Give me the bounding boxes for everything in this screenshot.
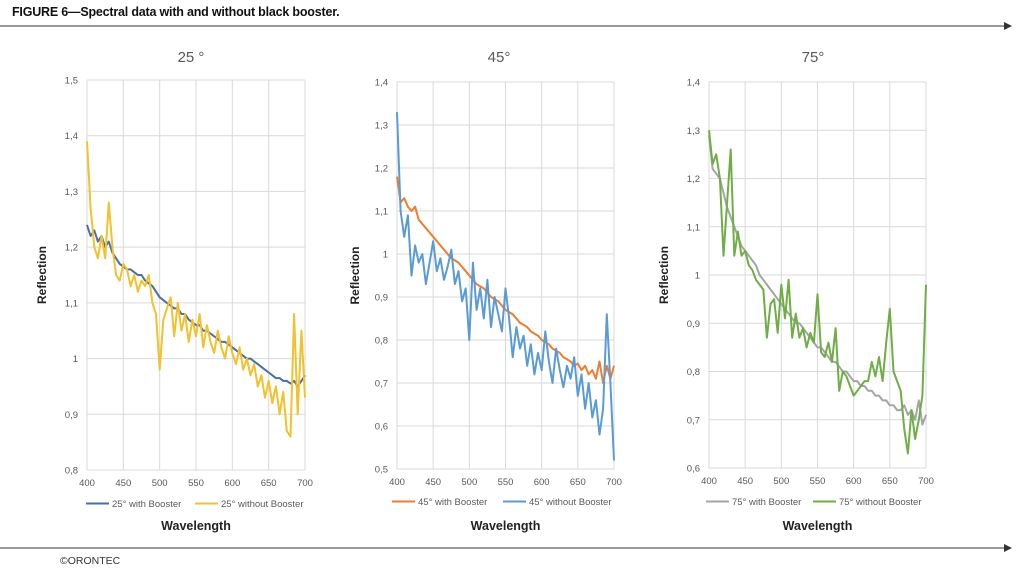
y-tick-label: 1,3 [687, 126, 700, 137]
x-tick-label: 400 [79, 478, 95, 489]
chart-title: 45° [488, 49, 511, 66]
legend-label-2: 75° without Booster [839, 497, 922, 508]
legend-label-1: 75° with Booster [732, 497, 801, 508]
series-line-1 [396, 176, 615, 384]
chart-3: 400 450 500 550 600 650 700 0,6 0,7 0,8 0,9 1 1,1 1,2… [657, 49, 934, 533]
y-tick-label: 1,2 [65, 243, 78, 254]
x-tick-label: 400 [701, 476, 717, 487]
x-tick-label: 550 [810, 476, 826, 487]
legend-label-2: 25° without Booster [221, 499, 304, 510]
y-tick-label: 1 [383, 250, 388, 261]
x-tick-label: 400 [389, 477, 405, 488]
x-tick-label: 650 [261, 478, 277, 489]
x-tick-label: 500 [773, 476, 789, 487]
y-tick-label: 0,6 [375, 422, 388, 433]
y-axis-label: Reflection [348, 246, 362, 304]
y-tick-label: 0,6 [687, 464, 700, 475]
figure-title: FIGURE 6—Spectral data with and without … [12, 5, 340, 19]
y-tick-label: 0,9 [65, 410, 78, 421]
y-tick-label: 1,4 [65, 131, 78, 142]
x-axis-label: Wavelength [161, 519, 231, 533]
x-tick-label: 450 [425, 477, 441, 488]
x-tick-label: 650 [570, 477, 586, 488]
copyright-text: ©ORONTEC [60, 555, 121, 567]
legend-label-2: 45° without Booster [529, 497, 612, 508]
y-tick-label: 1 [695, 271, 700, 282]
x-tick-label: 450 [115, 478, 131, 489]
bottom-arrow-rule [0, 544, 1012, 552]
chart-2: 400 450 500 550 600 650 700 0,5 0,6 0,7 0,8 0,9 1 1,1… [348, 49, 622, 533]
x-axis-label: Wavelength [783, 519, 853, 533]
series-line-2 [86, 141, 306, 438]
y-tick-label: 1,3 [65, 187, 78, 198]
y-tick-label: 0,8 [65, 466, 78, 477]
x-tick-label: 450 [737, 476, 753, 487]
y-tick-label: 1,1 [375, 207, 388, 218]
y-tick-label: 0,7 [687, 415, 700, 426]
series-line-2 [396, 112, 615, 461]
y-tick-label: 1 [73, 354, 78, 365]
x-tick-label: 500 [461, 477, 477, 488]
chart-1: 400 450 500 550 600 650 700 0,8 0,9 1 1,1 1,2 1,3 1,4… [35, 49, 313, 533]
x-tick-label: 600 [224, 478, 240, 489]
x-tick-label: 700 [297, 478, 313, 489]
y-tick-label: 0,5 [375, 465, 388, 476]
y-tick-label: 1,1 [65, 298, 78, 309]
y-tick-label: 0,9 [375, 293, 388, 304]
legend-label-1: 25° with Booster [112, 499, 181, 510]
x-tick-label: 550 [188, 478, 204, 489]
top-arrow-rule [0, 22, 1012, 30]
x-tick-label: 550 [498, 477, 514, 488]
x-tick-label: 500 [152, 478, 168, 489]
x-axis-label: Wavelength [471, 519, 541, 533]
y-tick-label: 1,4 [375, 78, 388, 89]
x-tick-label: 700 [606, 477, 622, 488]
y-tick-label: 1,1 [687, 222, 700, 233]
y-axis-label: Reflection [657, 246, 671, 304]
y-tick-label: 0,8 [687, 367, 700, 378]
legend-label-1: 45° with Booster [418, 497, 487, 508]
y-tick-label: 1,3 [375, 121, 388, 132]
y-tick-label: 1,4 [687, 78, 700, 89]
y-tick-label: 0,8 [375, 336, 388, 347]
y-tick-label: 1,5 [65, 76, 78, 87]
x-tick-label: 600 [846, 476, 862, 487]
series-line-2 [708, 130, 927, 455]
y-tick-label: 0,7 [375, 379, 388, 390]
y-tick-label: 1,2 [687, 174, 700, 185]
x-tick-label: 700 [918, 476, 934, 487]
x-tick-label: 650 [882, 476, 898, 487]
y-axis-label: Reflection [35, 246, 49, 304]
chart-title: 75° [802, 49, 825, 66]
chart-title: 25 ° [178, 49, 205, 66]
x-tick-label: 600 [534, 477, 550, 488]
y-tick-label: 0,9 [687, 319, 700, 330]
y-tick-label: 1,2 [375, 164, 388, 175]
